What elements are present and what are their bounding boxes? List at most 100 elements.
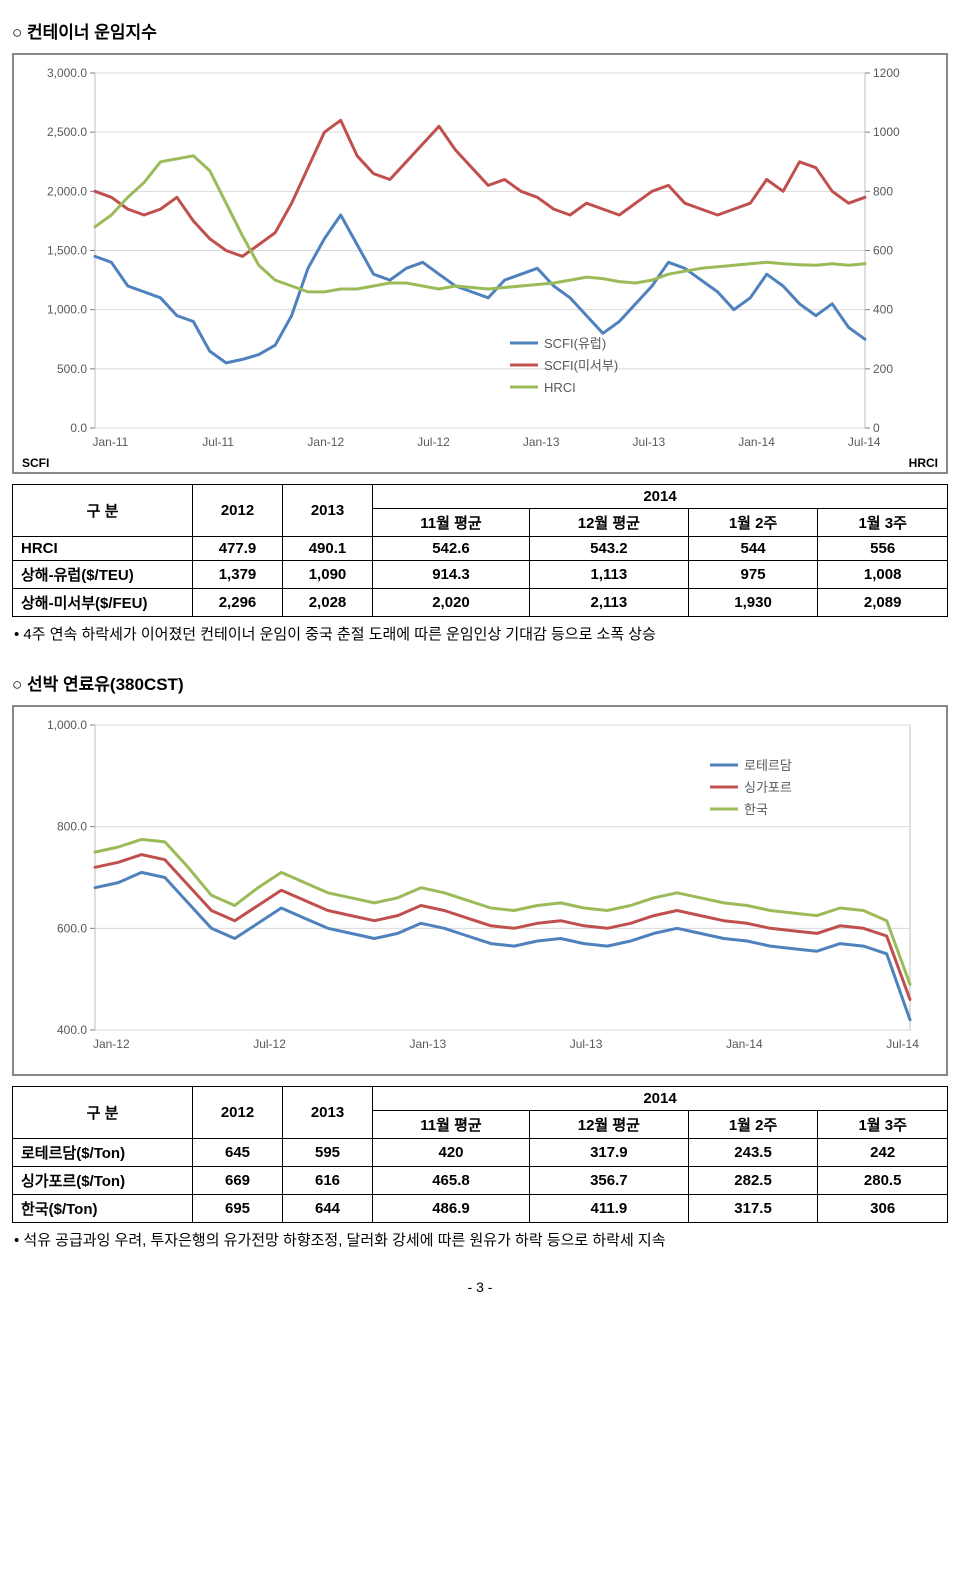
svg-text:Jan-13: Jan-13	[523, 435, 560, 449]
cell: 543.2	[530, 537, 689, 561]
t2-s1: 11월 평균	[373, 1110, 530, 1138]
section2-note: • 석유 공급과잉 우려, 투자은행의 유가전망 하향조정, 달러화 강세에 따…	[14, 1227, 948, 1256]
svg-text:Jul-12: Jul-12	[417, 435, 450, 449]
cell: 2,020	[373, 589, 530, 617]
svg-text:400: 400	[873, 303, 893, 317]
t2-h2: 2012	[193, 1086, 283, 1138]
cell: 1,379	[193, 561, 283, 589]
cell: 490.1	[283, 537, 373, 561]
cell: 1,008	[818, 561, 948, 589]
cell: 1,930	[688, 589, 818, 617]
svg-text:Jan-14: Jan-14	[726, 1037, 763, 1051]
row-label: 로테르담($/Ton)	[13, 1138, 193, 1166]
t1-s2: 12월 평균	[530, 509, 689, 537]
svg-text:1200: 1200	[873, 66, 900, 80]
svg-text:Jan-14: Jan-14	[738, 435, 775, 449]
svg-text:한국: 한국	[744, 802, 768, 817]
t2-s2: 12월 평균	[530, 1110, 689, 1138]
svg-text:0: 0	[873, 421, 880, 435]
svg-text:Jan-12: Jan-12	[93, 1037, 130, 1051]
chart1-left-axis-label: SCFI	[22, 456, 49, 470]
cell: 317.5	[688, 1194, 818, 1222]
table1: 구 분 2012 2013 2014 11월 평균 12월 평균 1월 2주 1…	[12, 484, 948, 617]
svg-text:800.0: 800.0	[57, 819, 87, 833]
svg-text:500.0: 500.0	[57, 362, 87, 376]
t1-s1: 11월 평균	[373, 509, 530, 537]
cell: 975	[688, 561, 818, 589]
svg-text:Jul-13: Jul-13	[633, 435, 666, 449]
svg-text:1,000.0: 1,000.0	[47, 303, 87, 317]
svg-text:0.0: 0.0	[70, 421, 87, 435]
cell: 420	[373, 1138, 530, 1166]
row-label: 상해-미서부($/FEU)	[13, 589, 193, 617]
svg-text:400.0: 400.0	[57, 1023, 87, 1037]
section2-title: ○ 선박 연료유(380CST)	[12, 670, 948, 695]
cell: 544	[688, 537, 818, 561]
t2-h1: 구 분	[13, 1086, 193, 1138]
table-row: 싱가포르($/Ton)669616465.8356.7282.5280.5	[13, 1166, 948, 1194]
cell: 465.8	[373, 1166, 530, 1194]
svg-text:Jul-12: Jul-12	[253, 1037, 286, 1051]
cell: 317.9	[530, 1138, 689, 1166]
row-label: 상해-유럽($/TEU)	[13, 561, 193, 589]
svg-text:Jul-14: Jul-14	[848, 435, 881, 449]
svg-text:Jul-14: Jul-14	[886, 1037, 919, 1051]
cell: 356.7	[530, 1166, 689, 1194]
svg-text:200: 200	[873, 362, 893, 376]
svg-text:Jul-11: Jul-11	[202, 435, 234, 449]
cell: 914.3	[373, 561, 530, 589]
table-row: HRCI477.9490.1542.6543.2544556	[13, 537, 948, 561]
t2-group: 2014	[373, 1086, 948, 1110]
svg-text:1000: 1000	[873, 125, 900, 139]
svg-text:싱가포르: 싱가포르	[744, 780, 792, 795]
chart2-frame: 400.0600.0800.01,000.0Jan-12Jul-12Jan-13…	[12, 705, 948, 1076]
cell: 1,113	[530, 561, 689, 589]
cell: 695	[193, 1194, 283, 1222]
cell: 282.5	[688, 1166, 818, 1194]
cell: 243.5	[688, 1138, 818, 1166]
svg-text:2,500.0: 2,500.0	[47, 125, 87, 139]
table-row: 한국($/Ton)695644486.9411.9317.5306	[13, 1194, 948, 1222]
chart1-svg: 0.0 500.0 1,000.0 1,500.0 2,000.0 2,500.0 3,00…	[22, 63, 938, 463]
cell: 2,113	[530, 589, 689, 617]
cell: 1,090	[283, 561, 373, 589]
svg-text:Jan-13: Jan-13	[409, 1037, 446, 1051]
svg-text:Jan-11: Jan-11	[92, 435, 128, 449]
cell: 2,296	[193, 589, 283, 617]
cell: 644	[283, 1194, 373, 1222]
chart2-inner: 400.0600.0800.01,000.0Jan-12Jul-12Jan-13…	[22, 715, 938, 1070]
svg-text:600: 600	[873, 244, 893, 258]
page-number: - 3 -	[12, 1279, 948, 1295]
t1-group: 2014	[373, 485, 948, 509]
t1-s3: 1월 2주	[688, 509, 818, 537]
svg-text:1,500.0: 1,500.0	[47, 244, 87, 258]
svg-text:2,000.0: 2,000.0	[47, 184, 87, 198]
chart1-inner: 0.0 500.0 1,000.0 1,500.0 2,000.0 2,500.0 3,00…	[22, 63, 938, 468]
svg-text:로테르담: 로테르담	[744, 758, 792, 773]
cell: 306	[818, 1194, 948, 1222]
section1-note: • 4주 연속 하락세가 이어졌던 컨테이너 운임이 중국 춘절 도래에 따른 …	[14, 621, 948, 650]
t1-h1: 구 분	[13, 485, 193, 537]
cell: 645	[193, 1138, 283, 1166]
row-label: 싱가포르($/Ton)	[13, 1166, 193, 1194]
cell: 242	[818, 1138, 948, 1166]
svg-text:SCFI(미서부): SCFI(미서부)	[544, 358, 618, 373]
svg-text:Jul-13: Jul-13	[570, 1037, 603, 1051]
cell: 595	[283, 1138, 373, 1166]
cell: 486.9	[373, 1194, 530, 1222]
svg-text:HRCI: HRCI	[544, 380, 576, 395]
table-row: 상해-유럽($/TEU)1,3791,090914.31,1139751,008	[13, 561, 948, 589]
cell: 542.6	[373, 537, 530, 561]
chart1-frame: 0.0 500.0 1,000.0 1,500.0 2,000.0 2,500.0 3,00…	[12, 53, 948, 474]
t1-s4: 1월 3주	[818, 509, 948, 537]
row-label: HRCI	[13, 537, 193, 561]
svg-text:800: 800	[873, 184, 893, 198]
table-row: 상해-미서부($/FEU)2,2962,0282,0202,1131,9302,…	[13, 589, 948, 617]
cell: 669	[193, 1166, 283, 1194]
t2-s4: 1월 3주	[818, 1110, 948, 1138]
t2-h3: 2013	[283, 1086, 373, 1138]
table-row: 로테르담($/Ton)645595420317.9243.5242	[13, 1138, 948, 1166]
cell: 411.9	[530, 1194, 689, 1222]
chart2-svg: 400.0600.0800.01,000.0Jan-12Jul-12Jan-13…	[22, 715, 938, 1065]
svg-text:3,000.0: 3,000.0	[47, 66, 87, 80]
